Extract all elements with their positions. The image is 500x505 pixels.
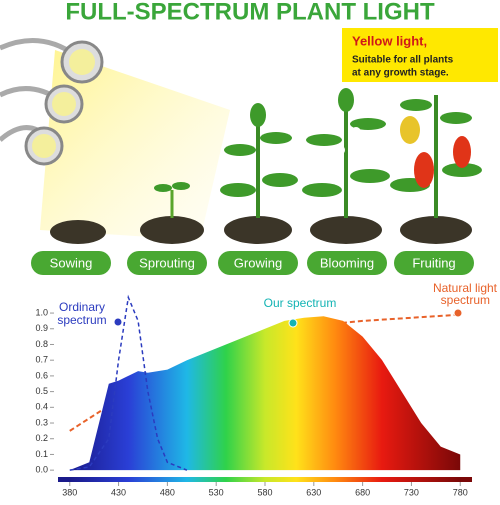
stage-pill	[31, 251, 111, 275]
y-tick-label: 0.8	[35, 339, 48, 349]
y-tick-label: 0.4	[35, 402, 48, 412]
x-tick-label: 530	[209, 487, 224, 497]
stage-label: Sowing	[50, 255, 93, 270]
stage-pill	[307, 251, 387, 275]
x-tick-label: 480	[160, 487, 175, 497]
x-tick-label: 380	[62, 487, 77, 497]
natural-label: spectrum	[441, 293, 490, 307]
stage-label: Blooming	[320, 255, 374, 270]
lamps	[0, 37, 230, 240]
y-tick-label: 0.9	[35, 323, 48, 333]
ordinary-label: spectrum	[57, 313, 106, 327]
stage-label: Sprouting	[139, 255, 195, 270]
marker	[288, 318, 298, 328]
y-tick-label: 0.1	[35, 449, 48, 459]
natural-label: Natural light	[433, 281, 498, 295]
our-area	[69, 316, 461, 471]
callout-line: at any growth stage.	[352, 68, 449, 79]
callout-heading: Yellow light,	[352, 33, 427, 48]
y-tick-label: 0.2	[35, 433, 48, 443]
stage-label: Growing	[234, 255, 282, 270]
y-tick-label: 0.5	[35, 386, 48, 396]
stage-pill	[218, 251, 298, 275]
x-tick-label: 430	[111, 487, 126, 497]
ordinary-line	[69, 294, 188, 471]
y-tick-label: 0.3	[35, 417, 48, 427]
x-tick-label: 580	[257, 487, 272, 497]
x-tick-label: 680	[355, 487, 370, 497]
x-tick-label: 730	[404, 487, 419, 497]
ordinary-label: Ordinary	[59, 300, 105, 314]
marker	[453, 308, 463, 318]
x-tick-label: 780	[453, 487, 468, 497]
y-tick-label: 0.7	[35, 355, 48, 365]
marker	[113, 317, 123, 327]
callout-line: Suitable for all plants	[352, 55, 454, 66]
title: FULL-SPECTRUM PLANT LIGHT	[65, 0, 435, 25]
axis-strip	[58, 477, 472, 482]
x-tick-label: 630	[306, 487, 321, 497]
y-tick-label: 1.0	[35, 307, 48, 317]
stage-pill	[394, 251, 474, 275]
ours-label: Our spectrum	[264, 296, 337, 310]
y-tick-label: 0.6	[35, 370, 48, 380]
callout: Yellow light, Suitable for all plants at…	[342, 28, 498, 82]
stages: Sowing Sprouting Growing Blooming Fruiting	[31, 251, 474, 275]
plants	[50, 88, 482, 244]
y-tick-label: 0.0	[35, 465, 48, 475]
stage-pill	[127, 251, 207, 275]
stage-label: Fruiting	[412, 255, 455, 270]
chart: 0.0 0.1 0.2 0.3 0.4 0.5 0.6 0.7 0.8 0.9 1.0 380 430 4…	[35, 281, 497, 497]
